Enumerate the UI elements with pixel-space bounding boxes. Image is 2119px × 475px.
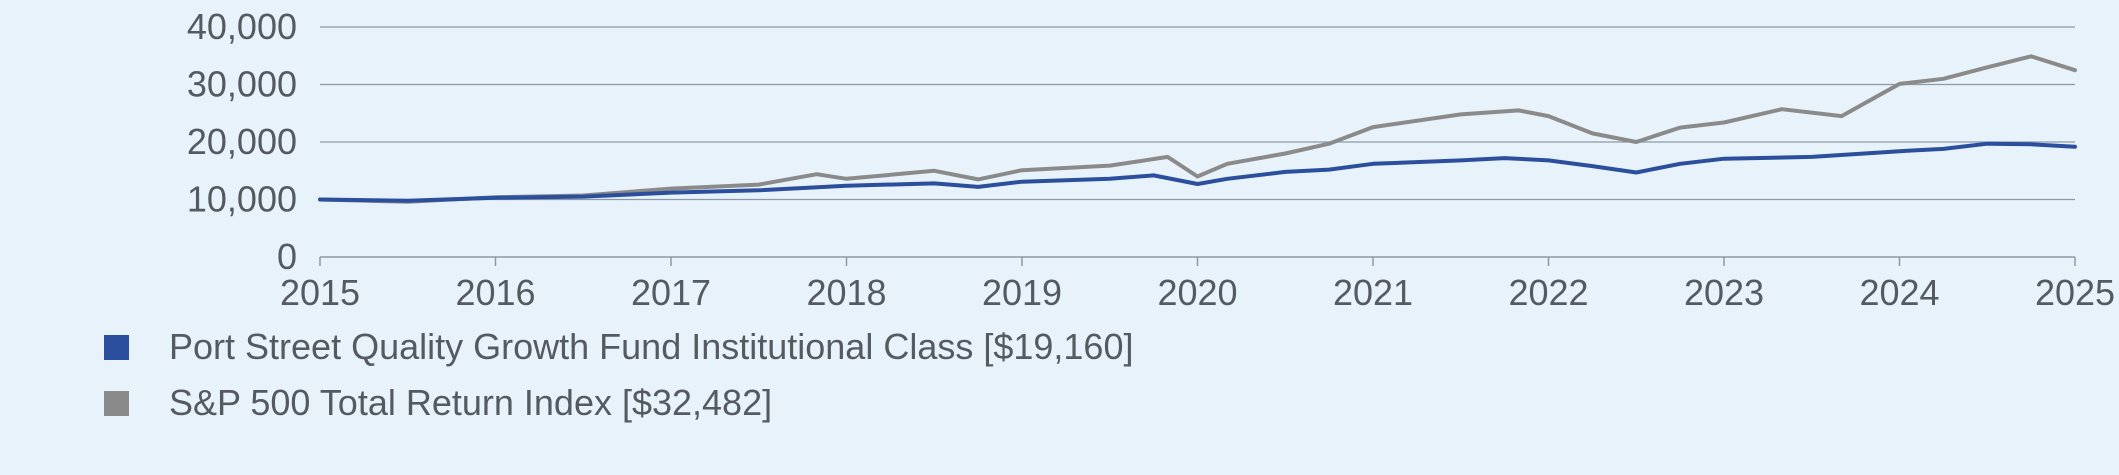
y-axis-tick-labels: 0 10,000 20,000 30,000 40,000 (187, 6, 297, 277)
legend-label-index: S&P 500 Total Return Index [$32,482] (169, 382, 773, 423)
x-tick-label-2: 2017 (631, 272, 711, 313)
x-tick-label-9: 2024 (1859, 272, 1939, 313)
x-tick-label-1: 2016 (455, 272, 535, 313)
x-axis-tick-labels: 2015 2016 2017 2018 2019 2020 2021 2022 2023 2024… (280, 272, 2115, 313)
x-tick-label-7: 2022 (1508, 272, 1588, 313)
x-tick-label-5: 2020 (1157, 272, 1237, 313)
gridlines (320, 26, 2075, 201)
series-lines (318, 54, 2077, 204)
series-line-0 (318, 141, 2077, 203)
x-tick-label-6: 2021 (1333, 272, 1413, 313)
x-tick-label-10: 2025 (2035, 272, 2115, 313)
legend-label-fund: Port Street Quality Growth Fund Institut… (169, 326, 1134, 367)
y-tick-label-2: 20,000 (187, 121, 297, 162)
y-tick-label-1: 10,000 (187, 179, 297, 220)
legend-swatch-index (104, 390, 129, 416)
x-axis (319, 256, 2076, 266)
x-tick-label-4: 2019 (982, 272, 1062, 313)
series-line-1 (318, 54, 2077, 204)
legend-item-fund: Port Street Quality Growth Fund Institut… (104, 322, 1133, 372)
x-tick-label-8: 2023 (1684, 272, 1764, 313)
y-tick-label-4: 40,000 (187, 6, 297, 47)
legend-item-index: S&P 500 Total Return Index [$32,482] (104, 378, 1133, 428)
y-tick-label-3: 30,000 (187, 64, 297, 105)
legend-swatch-fund (104, 334, 129, 360)
x-tick-label-0: 2015 (280, 272, 360, 313)
legend: Port Street Quality Growth Fund Institut… (104, 322, 1133, 434)
x-tick-label-3: 2018 (806, 272, 886, 313)
y-tick-label-0: 0 (277, 236, 297, 277)
